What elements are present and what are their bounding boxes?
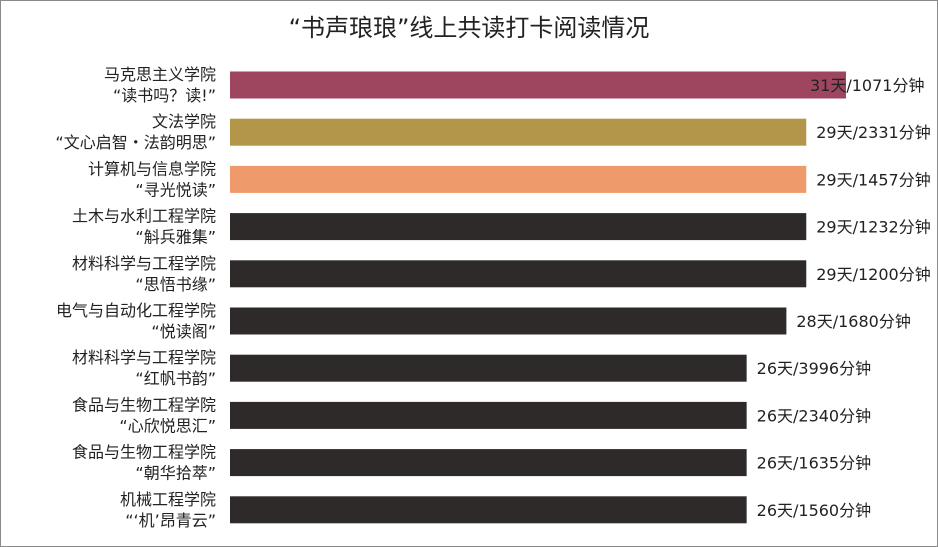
data-label-7: 26天/3996分钟 [757,359,871,378]
bar-9 [230,449,747,477]
category-sublabel-10: “‘机’昂青云” [125,511,216,530]
bar-2 [230,118,807,146]
data-label-9: 26天/1635分钟 [757,454,871,473]
category-label-3: 计算机与信息学院 [88,159,216,178]
category-sublabel-4: “斛兵雅集” [135,228,216,247]
bar-5 [230,260,807,288]
category-label-9: 食品与生物工程学院 [72,443,216,462]
category-label-10: 机械工程学院 [120,490,216,509]
data-label-6: 28天/1680分钟 [796,312,910,331]
bar-1 [230,71,846,99]
data-label-10: 26天/1560分钟 [757,501,871,520]
category-sublabel-8: “心欣悦思汇” [119,416,216,435]
bar-4 [230,213,807,241]
category-label-4: 土木与水利工程学院 [72,207,216,226]
category-sublabel-7: “红帆书韵” [135,369,216,388]
category-label-8: 食品与生物工程学院 [72,395,216,414]
category-label-7: 材料科学与工程学院 [72,348,216,367]
bar-3 [230,165,807,193]
bar-7 [230,354,747,382]
category-label-1: 马克思主义学院 [104,65,216,84]
bar-10 [230,496,747,524]
category-sublabel-6: “悦读阁” [151,322,216,341]
data-label-1: 31天/1071分钟 [810,76,924,95]
chart-title: “书声琅琅”线上共读打卡阅读情况 [288,14,650,42]
category-label-2: 文法学院 [152,112,216,131]
data-label-4: 29天/1232分钟 [816,218,930,237]
category-label-6: 电气与自动化工程学院 [56,301,216,320]
data-label-5: 29天/1200分钟 [816,265,930,284]
data-label-3: 29天/1457分钟 [816,170,930,189]
category-sublabel-9: “朝华拾萃” [135,464,216,483]
category-sublabel-2: “文心启智・法韵明思” [55,133,216,152]
category-sublabel-5: “思悟书缘” [135,275,216,294]
category-sublabel-1: “读书吗？读!” [113,86,216,105]
category-sublabel-3: “寻光悦读” [135,180,216,199]
bar-8 [230,401,747,429]
data-label-8: 26天/2340分钟 [757,406,871,425]
category-label-5: 材料科学与工程学院 [72,254,216,273]
data-label-2: 29天/2331分钟 [816,123,930,142]
bar-6 [230,307,787,335]
